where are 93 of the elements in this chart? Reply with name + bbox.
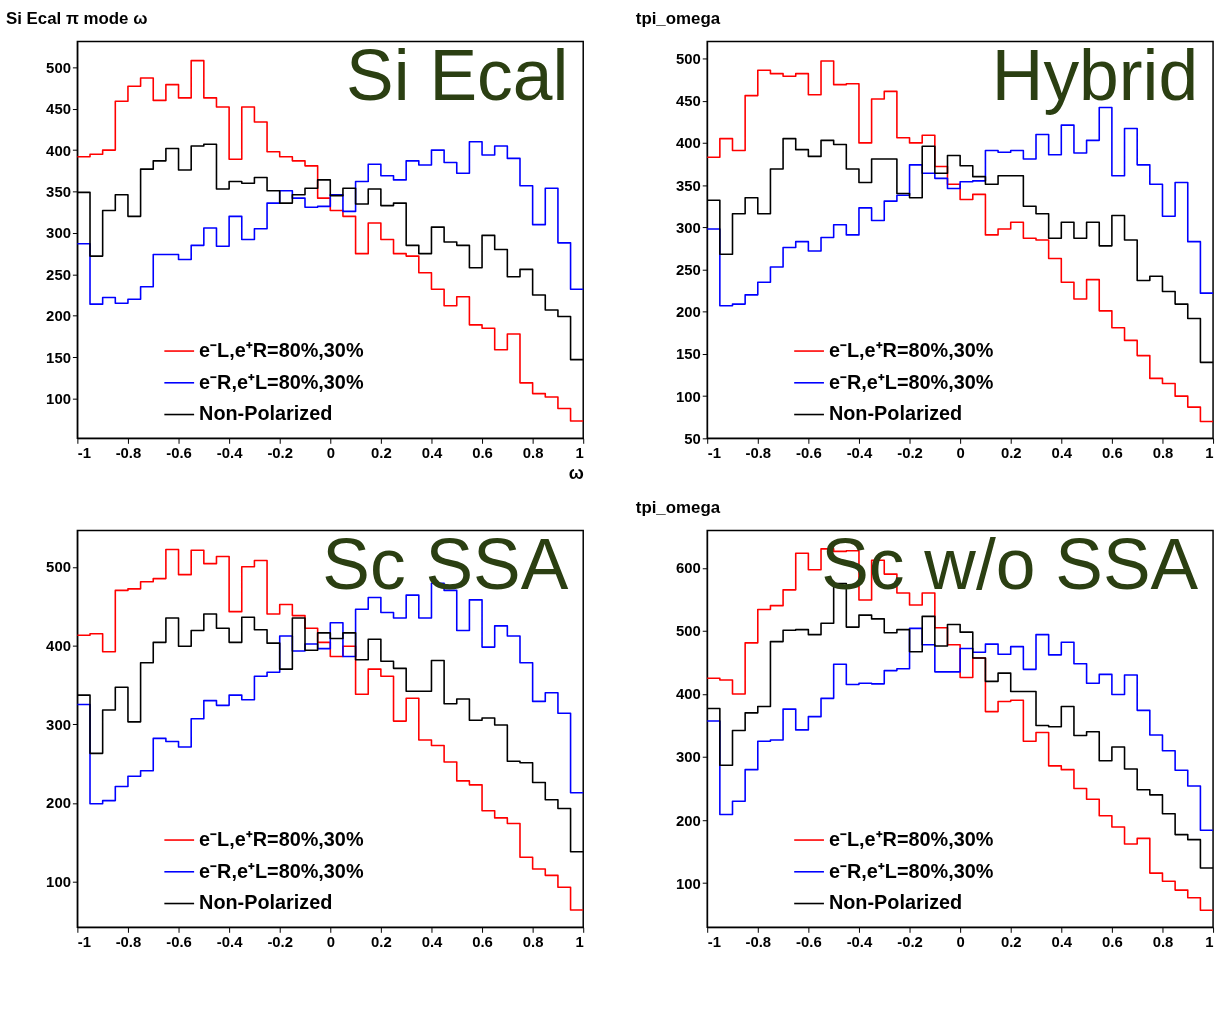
y-tick-label: 100	[675, 875, 701, 892]
x-tick-label: -0.6	[166, 444, 192, 461]
x-tick-label: 0.6	[472, 444, 493, 461]
x-tick-label: -0.6	[166, 933, 192, 950]
legend-label: e⁻R,e⁺L=80%,30%	[828, 370, 994, 393]
x-tick-label: -1	[707, 444, 721, 461]
legend-label: e⁻R,e⁺L=80%,30%	[199, 859, 364, 882]
annotation: Si Ecal	[346, 35, 569, 116]
x-tick-label: 0.2	[371, 444, 392, 461]
x-tick-label: -0.2	[267, 444, 294, 461]
y-tick-label: 600	[675, 560, 701, 577]
x-tick-label: 1	[575, 933, 584, 950]
y-tick-label: 300	[675, 749, 701, 766]
y-tick-label: 400	[46, 142, 71, 159]
x-tick-label: 0.6	[1102, 933, 1123, 950]
x-tick-label: -0.4	[846, 933, 873, 950]
x-tick-label: -0.6	[796, 933, 822, 950]
legend-label: e⁻L,e⁺R=80%,30%	[199, 339, 364, 361]
x-tick-label: 0.8	[1152, 933, 1174, 950]
y-tick-label: 450	[675, 93, 701, 110]
y-tick-label: 300	[675, 219, 701, 236]
y-tick-label: 400	[675, 686, 701, 703]
x-tick-label: -0.6	[796, 444, 822, 461]
y-tick-label: 150	[46, 349, 71, 366]
y-tick-label: 500	[46, 559, 71, 576]
legend-label: Non-Polarized	[828, 891, 963, 914]
x-tick-label: 0.2	[1000, 933, 1022, 950]
legend-label: e⁻R,e⁺L=80%,30%	[828, 859, 994, 882]
legend-label: e⁻R,e⁺L=80%,30%	[199, 370, 364, 393]
x-tick-label: -0.4	[216, 444, 244, 461]
x-tick-label: 0.4	[421, 444, 444, 461]
x-tick-label: 0.4	[421, 933, 444, 950]
y-tick-label: 150	[675, 346, 701, 363]
x-tick-label: -0.4	[216, 933, 244, 950]
x-tick-label: 0.6	[1102, 444, 1123, 461]
x-tick-label: 1	[1205, 444, 1214, 461]
x-tick-label: -0.8	[745, 933, 772, 950]
y-tick-label: 250	[675, 261, 701, 278]
x-axis-title: ω	[568, 462, 584, 483]
y-tick-label: 200	[46, 308, 71, 325]
x-tick-label: 0.6	[472, 933, 493, 950]
annotation: Hybrid	[991, 35, 1199, 116]
y-tick-label: 200	[46, 795, 71, 812]
y-tick-label: 500	[46, 59, 71, 76]
x-tick-label: 0	[326, 444, 335, 461]
x-tick-label: 0.8	[1152, 444, 1174, 461]
x-tick-label: 1	[575, 444, 584, 461]
legend-label: Non-Polarized	[828, 402, 963, 425]
x-tick-label: 0.4	[1051, 444, 1073, 461]
y-tick-label: 500	[675, 50, 701, 67]
y-tick-label: 200	[675, 812, 701, 829]
x-tick-label: 0	[326, 933, 335, 950]
x-tick-label: 0.2	[371, 933, 392, 950]
y-tick-label: 400	[46, 637, 71, 654]
y-tick-label: 500	[675, 623, 701, 640]
x-tick-label: 0.8	[522, 444, 544, 461]
y-tick-label: 250	[46, 266, 71, 283]
y-tick-label: 100	[46, 391, 71, 408]
x-tick-label: -0.8	[115, 444, 142, 461]
x-tick-label: -1	[77, 444, 92, 461]
chart-title: Si Ecal π mode ω	[5, 8, 148, 28]
legend-label: Non-Polarized	[199, 402, 333, 425]
y-tick-label: 300	[46, 225, 71, 242]
y-tick-label: 400	[675, 135, 701, 152]
x-tick-label: -0.2	[897, 933, 923, 950]
y-tick-label: 100	[46, 874, 71, 891]
x-tick-label: -0.4	[846, 444, 873, 461]
y-tick-label: 350	[46, 183, 71, 200]
x-tick-label: -1	[77, 933, 92, 950]
x-tick-label: 0	[956, 444, 965, 461]
x-tick-label: -0.8	[115, 933, 142, 950]
chart-title: tpi_omega	[635, 497, 721, 517]
y-tick-label: 50	[684, 430, 701, 447]
x-tick-label: -0.8	[745, 444, 772, 461]
y-tick-label: 450	[46, 101, 71, 118]
y-tick-label: 200	[675, 304, 701, 321]
legend-label: Non-Polarized	[199, 891, 333, 914]
chart-title: tpi_omega	[635, 8, 721, 28]
x-tick-label: -0.2	[267, 933, 294, 950]
x-tick-label: 0.8	[522, 933, 544, 950]
x-tick-label: 0.2	[1000, 444, 1022, 461]
legend-label: e⁻L,e⁺R=80%,30%	[828, 339, 994, 361]
x-tick-label: -0.2	[897, 444, 923, 461]
legend-label: e⁻L,e⁺R=80%,30%	[199, 828, 364, 850]
x-tick-label: 0	[956, 933, 965, 950]
y-tick-label: 300	[46, 716, 71, 733]
x-tick-label: -1	[707, 933, 721, 950]
x-tick-label: 0.4	[1051, 933, 1073, 950]
legend-label: e⁻L,e⁺R=80%,30%	[828, 828, 994, 850]
y-tick-label: 100	[675, 388, 701, 405]
annotation: Sc SSA	[322, 524, 569, 605]
x-tick-label: 1	[1205, 933, 1214, 950]
y-tick-label: 350	[675, 177, 701, 194]
